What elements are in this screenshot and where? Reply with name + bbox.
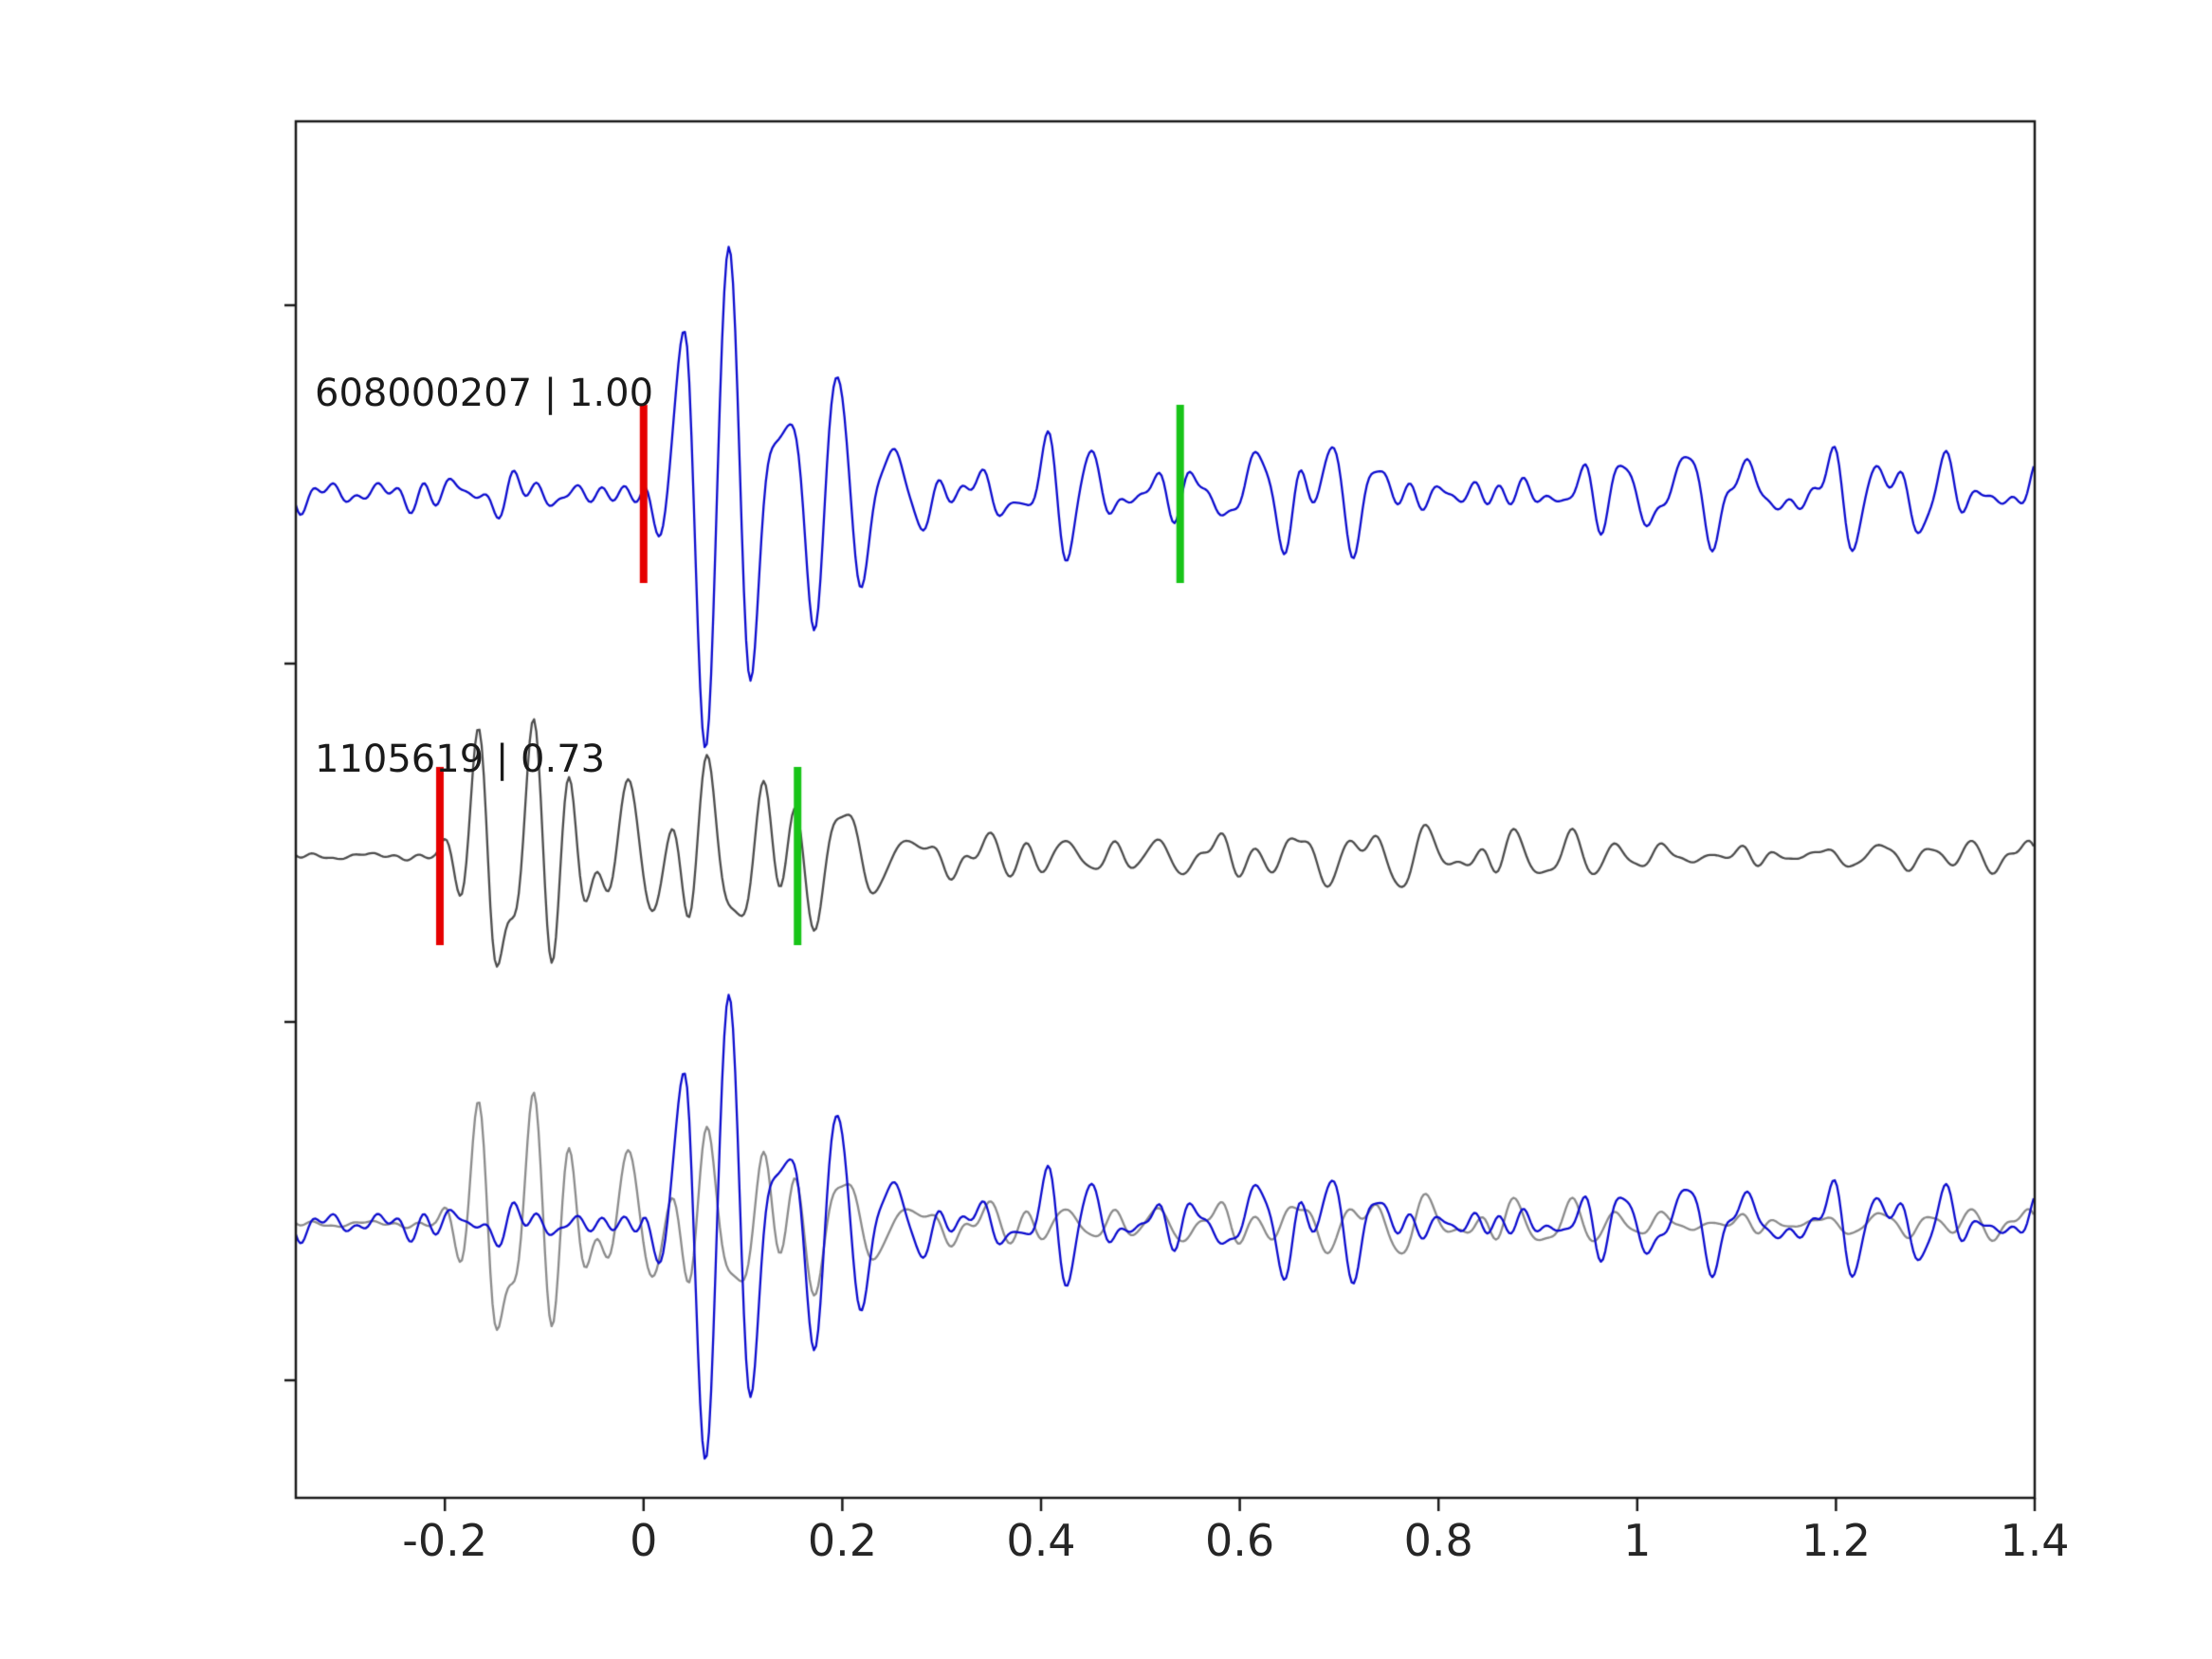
trace-label-template: 1105619 | 0.73 <box>315 738 606 781</box>
x-tick-label: 0.6 <box>1205 1515 1275 1566</box>
x-tick-label: 0.4 <box>1006 1515 1076 1566</box>
x-tick-label: 1 <box>1623 1515 1652 1566</box>
x-tick-label: -0.2 <box>402 1515 488 1566</box>
x-tick-label: 0.8 <box>1403 1515 1473 1566</box>
x-tick-label: 1.2 <box>1801 1515 1871 1566</box>
x-tick-label: 0 <box>630 1515 658 1566</box>
x-tick-label: 0.2 <box>807 1515 877 1566</box>
x-tick-label: 1.4 <box>2000 1515 2070 1566</box>
trace-label-detection: 608000207 | 1.00 <box>315 372 654 415</box>
